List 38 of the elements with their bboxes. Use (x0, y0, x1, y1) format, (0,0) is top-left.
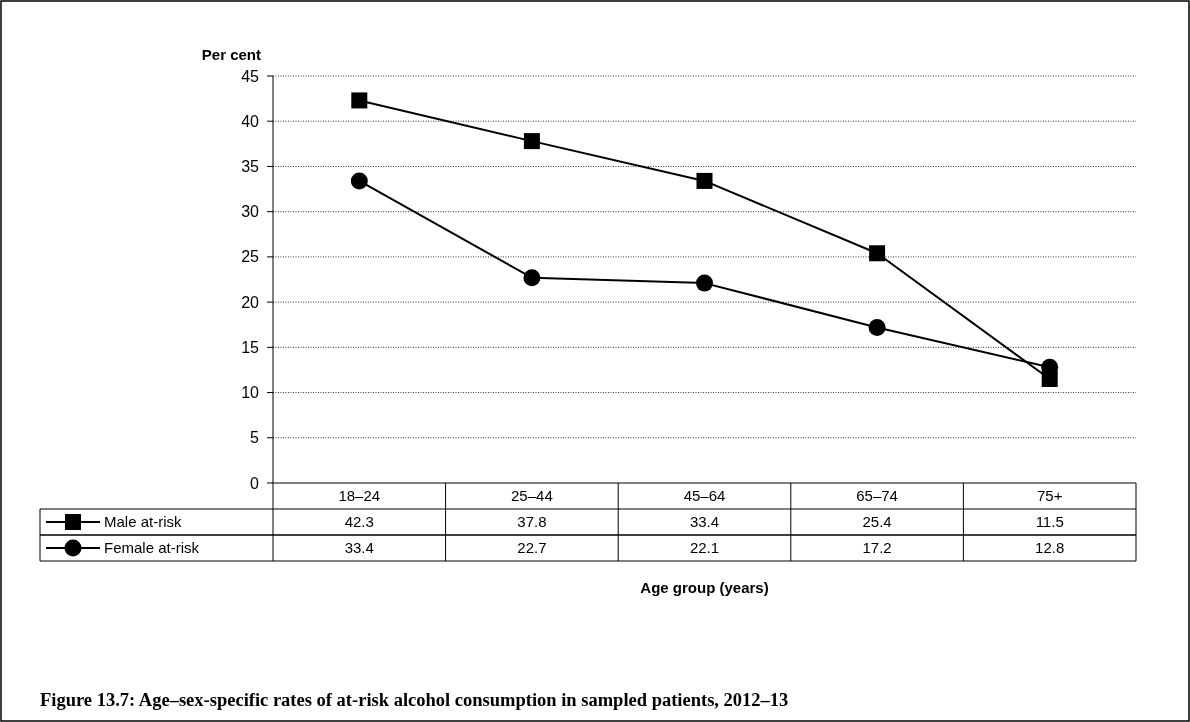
y-tick-label: 25 (241, 248, 260, 266)
text: Figure 13.7: Age–sex-specific rates of at-risk alcohol consumption in sampled patients, 2012–13 (40, 690, 789, 710)
point (351, 92, 368, 109)
data-label: 22.1 (689, 539, 720, 557)
y-tick-label: 0 (250, 474, 260, 492)
point (523, 133, 540, 150)
point (350, 172, 368, 190)
y-tick-label: 20 (241, 293, 260, 311)
legend-label: Female at-risk (104, 539, 200, 557)
data-label: 33.4 (344, 539, 374, 557)
y-tick-label: 35 (241, 158, 260, 176)
data-label: 25.4 (862, 513, 892, 531)
point (696, 274, 713, 292)
y-tick-label: 15 (241, 338, 260, 356)
y-tick-label: 45 (241, 67, 260, 85)
x-tick-label: 75+ (1036, 487, 1063, 505)
y-tick-label: 30 (241, 203, 260, 221)
data-label: 37.8 (517, 513, 547, 531)
data-label: 33.4 (689, 513, 720, 531)
x-tick-label: 18–24 (338, 487, 381, 505)
y-tick-label: 10 (241, 384, 260, 402)
y-tick-label: 5 (250, 429, 260, 447)
point (869, 245, 886, 262)
point (696, 172, 713, 189)
x-tick-label: 25–44 (511, 487, 553, 505)
data-label: 17.2 (862, 539, 892, 557)
x-axis-title: Age group (years) (640, 579, 769, 596)
data-label: 42.3 (344, 513, 374, 531)
x-tick-label: 65–74 (856, 487, 898, 505)
y-axis-title: Per cent (201, 46, 261, 63)
data-label: 11.5 (1035, 513, 1064, 531)
data-label: 12.8 (1035, 539, 1065, 557)
point (868, 318, 886, 336)
x-tick-label: 45–64 (683, 487, 726, 505)
point (523, 269, 541, 287)
legend-label: Male at-risk (104, 513, 183, 531)
y-tick-label: 40 (241, 112, 260, 130)
data-label: 22.7 (517, 539, 547, 557)
